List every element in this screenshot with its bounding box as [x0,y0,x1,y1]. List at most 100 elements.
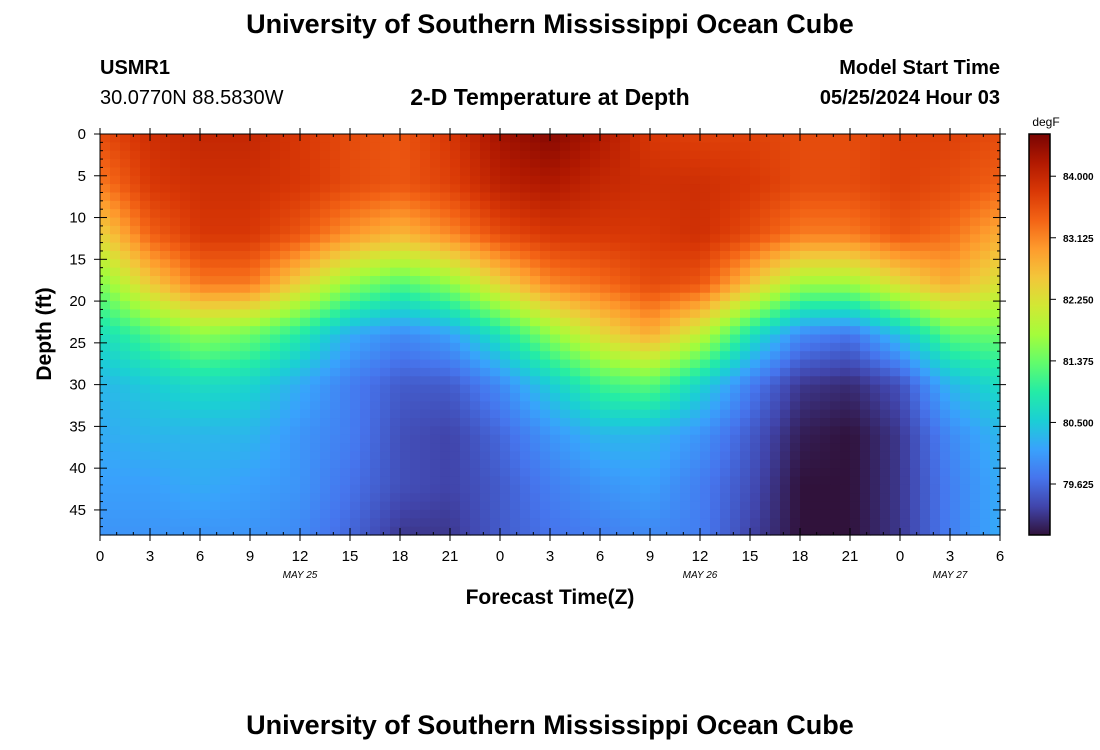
heatmap-cell [660,384,671,394]
heatmap-cell [200,518,211,528]
heatmap-cell [730,317,741,327]
heatmap-cell [130,342,141,352]
heatmap-cell [220,217,231,227]
heatmap-cell [570,434,581,444]
heatmap-cell [100,259,111,269]
heatmap-cell [800,167,811,177]
heatmap-cell [910,309,921,319]
heatmap-cell [640,292,651,302]
heatmap-cell [690,267,701,277]
heatmap-cell [580,200,591,210]
heatmap-cell [330,184,341,194]
heatmap-cell [530,526,541,536]
heatmap-cell [250,476,261,486]
heatmap-cell [610,284,621,294]
heatmap-cell [870,526,881,536]
heatmap-cell [390,493,401,503]
heatmap-cell [280,217,291,227]
heatmap-cell [300,401,311,411]
heatmap-cell [650,317,661,327]
heatmap-cell [420,367,431,377]
heatmap-cell [980,242,991,252]
heatmap-cell [340,526,351,536]
heatmap-cell [110,242,121,252]
heatmap-cell [410,434,421,444]
heatmap-cell [960,342,971,352]
heatmap-cell [710,184,721,194]
heatmap-cell [220,409,231,419]
heatmap-cell [830,326,841,336]
heatmap-cell [180,484,191,494]
heatmap-cell [210,217,221,227]
heatmap-cell [270,401,281,411]
heatmap-cell [550,142,561,152]
heatmap-cell [590,426,601,436]
heatmap-cell [790,451,801,461]
heatmap-cell [380,426,391,436]
heatmap-cell [510,217,521,227]
x-tick-label: 6 [196,548,204,565]
heatmap-cell [630,259,641,269]
heatmap-cell [340,225,351,235]
heatmap-cell [330,317,341,327]
heatmap-cell [480,526,491,536]
heatmap-cell [760,443,771,453]
heatmap-cell [850,418,861,427]
heatmap-cell [790,267,801,277]
heatmap-cell [360,276,371,285]
heatmap-cell [350,167,361,177]
heatmap-cell [200,200,211,210]
heatmap-cell [490,351,501,361]
heatmap-cell [540,501,551,511]
heatmap-cell [360,401,371,411]
heatmap-cell [820,342,831,352]
heatmap-cell [610,209,621,219]
heatmap-cell [950,309,961,319]
heatmap-cell [220,175,231,185]
heatmap-cell [900,192,911,202]
heatmap-cell [210,276,221,285]
heatmap-cell [790,468,801,478]
heatmap-cell [660,301,671,311]
heatmap-cell [510,225,521,235]
heatmap-cell [490,451,501,461]
heatmap-cell [100,225,111,235]
heatmap-cell [730,301,741,311]
heatmap-cell [310,493,321,503]
heatmap-cell [510,409,521,419]
heatmap-cell [580,184,591,194]
heatmap-cell [440,468,451,478]
heatmap-cell [630,409,641,419]
heatmap-cell [810,217,821,227]
heatmap-cell [750,317,761,327]
heatmap-cell [310,342,321,352]
heatmap-cell [330,501,341,511]
heatmap-cell [790,443,801,453]
heatmap-cell [690,334,701,344]
heatmap-cell [170,493,181,503]
heatmap-cell [200,342,211,352]
heatmap-cell [220,309,231,319]
heatmap-cell [630,167,641,177]
heatmap-cell [190,175,201,185]
heatmap-cell [470,443,481,453]
heatmap-cell [760,451,771,461]
heatmap-cell [840,434,851,444]
heatmap-cell [490,426,501,436]
heatmap-cell [360,518,371,528]
heatmap-cell [580,409,591,419]
heatmap-cell [710,301,721,311]
heatmap-cell [950,476,961,486]
heatmap-cell [980,209,991,219]
heatmap-cell [280,451,291,461]
heatmap-cell [400,184,411,194]
heatmap-cell [290,209,301,219]
heatmap-cell [530,184,541,194]
heatmap-cell [940,209,951,219]
heatmap-cell [850,509,861,519]
heatmap-cell [920,426,931,436]
heatmap-cell [660,134,671,143]
heatmap-cell [160,384,171,394]
heatmap-cell [880,501,891,511]
heatmap-cell [550,309,561,319]
